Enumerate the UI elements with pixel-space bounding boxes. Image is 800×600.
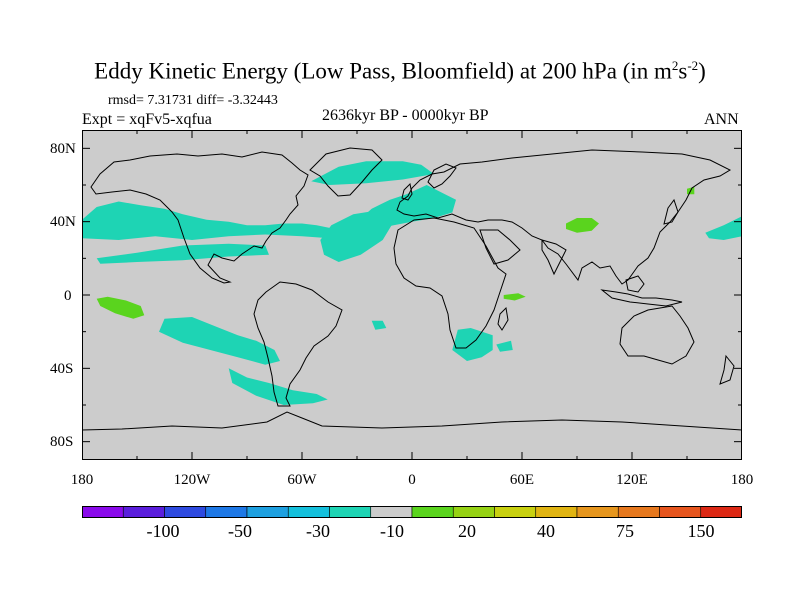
y-tick-label-40n: 40N <box>50 214 76 230</box>
colorbar-swatch <box>370 506 413 518</box>
contour-region-nw-pacific <box>705 216 742 240</box>
contour-region-central-asia <box>566 218 599 233</box>
coast-south-america <box>253 281 343 407</box>
x-tick-label-120w: 120W <box>173 472 211 488</box>
coast-japan <box>663 198 679 225</box>
coast-eurasia <box>396 149 732 285</box>
figure-title: Eddy Kinetic Energy (Low Pass, Bloomfiel… <box>94 58 706 84</box>
coast-africa <box>393 217 507 349</box>
contour-region-indian-ocean <box>503 293 526 301</box>
contour-region-n-atlantic-jet <box>320 210 394 262</box>
season-label: ANN <box>704 111 739 128</box>
x-tick-label-120e: 120E <box>616 472 648 488</box>
coast-borneo <box>625 275 645 293</box>
colorbar-swatch <box>329 506 372 518</box>
colorbar-label-neg30: -30 <box>306 521 330 541</box>
x-tick-label-180w: 180 <box>70 472 94 488</box>
colorbar-swatch <box>246 506 289 518</box>
colorbar-label-neg10: -10 <box>380 521 404 541</box>
colorbar-swatch <box>535 506 578 518</box>
colorbar-swatch <box>205 506 248 518</box>
contour-region-subtropical-n-pacific <box>96 243 269 264</box>
contour-regions <box>82 161 742 405</box>
coast-india <box>541 239 567 276</box>
contour-region-s-africa <box>452 328 493 361</box>
colorbar-swatch <box>287 506 330 518</box>
contour-region-indian-ocean-2 <box>496 340 513 352</box>
colorbar-label-40: 40 <box>537 521 555 541</box>
colorbar-swatch <box>576 506 619 518</box>
coast-australia <box>619 305 695 365</box>
contour-region-s-atlantic <box>371 320 387 330</box>
experiment-label: Expt = xqFv5-xqfua <box>82 111 212 128</box>
x-tick-marks <box>82 130 742 460</box>
coast-antarctica <box>82 411 742 431</box>
colorbar-label-75: 75 <box>616 521 634 541</box>
coast-madagascar <box>497 306 509 331</box>
colorbar-frame <box>82 506 742 518</box>
coast-greenland <box>309 147 383 197</box>
x-tick-label-60w: 60W <box>287 472 317 488</box>
x-tick-label-60e: 60E <box>509 472 535 488</box>
world-map-plot <box>82 130 742 460</box>
colorbar-label-150: 150 <box>687 521 715 541</box>
colorbar-swatch <box>122 506 165 518</box>
y-tick-marks <box>82 147 742 443</box>
coast-indonesia <box>600 289 683 307</box>
colorbar-label-neg50: -50 <box>228 521 252 541</box>
map-background <box>82 130 742 460</box>
coast-british-isles <box>401 182 413 201</box>
colorbar-swatch <box>617 506 660 518</box>
contour-region-s-america-jet <box>228 368 328 405</box>
colorbar-swatch <box>164 506 207 518</box>
coast-arabia <box>479 229 521 265</box>
colorbar-swatch <box>452 506 495 518</box>
colorbar-swatch <box>700 506 742 518</box>
y-tick-label-40s: 40S <box>50 361 74 377</box>
x-tick-label-0: 0 <box>408 472 416 488</box>
contour-region-s-pacific <box>159 317 280 365</box>
coast-north-america <box>90 151 309 284</box>
y-tick-label-0: 0 <box>64 288 72 304</box>
period-label: 2636kyr BP - 0000kyr BP <box>322 107 489 124</box>
colorbar-swatch <box>659 506 702 518</box>
coastlines <box>82 147 742 431</box>
coast-scandinavia <box>427 163 457 189</box>
colorbar <box>82 506 742 518</box>
y-tick-label-80s: 80S <box>50 434 74 450</box>
colorbar-label-neg100: -100 <box>146 521 180 541</box>
colorbar-swatch <box>82 506 124 518</box>
rmsd-label: rmsd= 7.31731 diff= -3.32443 <box>108 93 278 108</box>
contour-region-e-pacific-tropics <box>96 296 145 319</box>
colorbar-swatch <box>494 506 537 518</box>
colorbar-swatch <box>411 506 454 518</box>
colorbar-label-20: 20 <box>458 521 476 541</box>
x-tick-label-180e: 180 <box>730 472 754 488</box>
y-tick-label-80n: 80N <box>50 141 76 157</box>
contour-region-arctic <box>311 161 434 185</box>
coast-new-zealand <box>719 354 735 385</box>
